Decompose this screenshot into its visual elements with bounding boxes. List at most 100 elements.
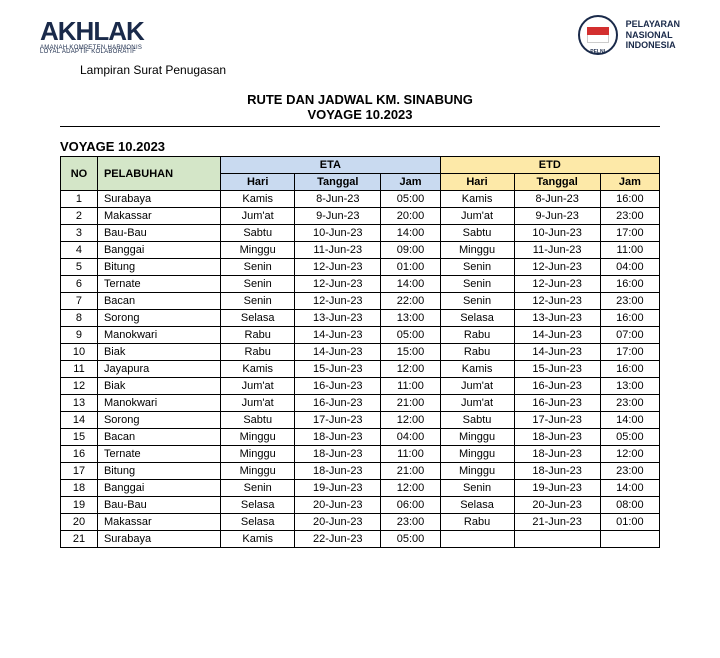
page-header: AKHLAK AMANAH KOMPETEN HARMONIS LOYAL AD… [20, 15, 700, 55]
title-line-1: RUTE DAN JADWAL KM. SINABUNG [20, 92, 700, 107]
cell-no: 14 [61, 412, 98, 429]
cell-etd-hari: Minggu [440, 429, 514, 446]
th-etd-hari: Hari [440, 174, 514, 191]
cell-no: 2 [61, 208, 98, 225]
cell-pelabuhan: Surabaya [97, 191, 220, 208]
cell-etd-hari: Kamis [440, 191, 514, 208]
cell-eta-tanggal: 20-Jun-23 [295, 497, 381, 514]
cell-etd-tanggal: 15-Jun-23 [514, 361, 600, 378]
cell-no: 13 [61, 395, 98, 412]
cell-etd-hari: Rabu [440, 514, 514, 531]
cell-eta-jam: 23:00 [381, 514, 440, 531]
cell-no: 4 [61, 242, 98, 259]
cell-no: 16 [61, 446, 98, 463]
table-row: 8SorongSelasa13-Jun-2313:00Selasa13-Jun-… [61, 310, 660, 327]
cell-etd-jam: 14:00 [600, 480, 659, 497]
cell-pelabuhan: Jayapura [97, 361, 220, 378]
cell-no: 3 [61, 225, 98, 242]
cell-pelabuhan: Ternate [97, 276, 220, 293]
table-row: 16TernateMinggu18-Jun-2311:00Minggu18-Ju… [61, 446, 660, 463]
table-row: 6TernateSenin12-Jun-2314:00Senin12-Jun-2… [61, 276, 660, 293]
cell-etd-jam: 17:00 [600, 344, 659, 361]
cell-etd-tanggal: 11-Jun-23 [514, 242, 600, 259]
cell-eta-hari: Selasa [221, 497, 295, 514]
cell-pelabuhan: Surabaya [97, 531, 220, 548]
cell-etd-hari: Sabtu [440, 412, 514, 429]
cell-etd-hari: Rabu [440, 344, 514, 361]
cell-pelabuhan: Manokwari [97, 395, 220, 412]
cell-etd-jam [600, 531, 659, 548]
cell-eta-jam: 05:00 [381, 191, 440, 208]
flag-icon [587, 27, 609, 43]
table-row: 4BanggaiMinggu11-Jun-2309:00Minggu11-Jun… [61, 242, 660, 259]
cell-eta-tanggal: 16-Jun-23 [295, 378, 381, 395]
logo-text: AKHLAK [40, 16, 144, 47]
cell-etd-tanggal: 8-Jun-23 [514, 191, 600, 208]
cell-eta-hari: Minggu [221, 242, 295, 259]
voyage-label: VOYAGE 10.2023 [60, 139, 700, 154]
cell-pelabuhan: Manokwari [97, 327, 220, 344]
cell-no: 8 [61, 310, 98, 327]
cell-etd-jam: 14:00 [600, 412, 659, 429]
cell-etd-jam: 17:00 [600, 225, 659, 242]
cell-eta-hari: Senin [221, 293, 295, 310]
table-row: 14SorongSabtu17-Jun-2312:00Sabtu17-Jun-2… [61, 412, 660, 429]
cell-etd-tanggal: 19-Jun-23 [514, 480, 600, 497]
cell-eta-jam: 01:00 [381, 259, 440, 276]
cell-eta-jam: 05:00 [381, 327, 440, 344]
cell-eta-tanggal: 14-Jun-23 [295, 327, 381, 344]
cell-etd-jam: 16:00 [600, 310, 659, 327]
company-line-1: PELAYARAN [626, 19, 680, 30]
company-line-2: NASIONAL [626, 30, 680, 41]
cell-pelabuhan: Biak [97, 344, 220, 361]
table-row: 1SurabayaKamis8-Jun-2305:00Kamis8-Jun-23… [61, 191, 660, 208]
cell-eta-jam: 13:00 [381, 310, 440, 327]
cell-etd-tanggal: 14-Jun-23 [514, 327, 600, 344]
cell-eta-tanggal: 12-Jun-23 [295, 293, 381, 310]
cell-etd-hari: Selasa [440, 497, 514, 514]
table-row: 10BiakRabu14-Jun-2315:00Rabu14-Jun-2317:… [61, 344, 660, 361]
cell-etd-hari: Senin [440, 276, 514, 293]
lampiran-text: Lampiran Surat Penugasan [80, 63, 700, 77]
cell-no: 6 [61, 276, 98, 293]
cell-etd-tanggal: 10-Jun-23 [514, 225, 600, 242]
cell-eta-jam: 22:00 [381, 293, 440, 310]
cell-eta-jam: 04:00 [381, 429, 440, 446]
cell-eta-jam: 11:00 [381, 378, 440, 395]
cell-eta-tanggal: 13-Jun-23 [295, 310, 381, 327]
cell-pelabuhan: Bacan [97, 293, 220, 310]
cell-etd-hari: Minggu [440, 242, 514, 259]
cell-pelabuhan: Makassar [97, 208, 220, 225]
table-row: 21SurabayaKamis22-Jun-2305:00 [61, 531, 660, 548]
cell-eta-hari: Jum'at [221, 395, 295, 412]
cell-eta-hari: Minggu [221, 429, 295, 446]
cell-no: 9 [61, 327, 98, 344]
cell-eta-tanggal: 18-Jun-23 [295, 463, 381, 480]
cell-eta-tanggal: 9-Jun-23 [295, 208, 381, 225]
cell-eta-jam: 21:00 [381, 463, 440, 480]
cell-eta-jam: 20:00 [381, 208, 440, 225]
cell-eta-jam: 12:00 [381, 361, 440, 378]
cell-etd-hari: Senin [440, 259, 514, 276]
th-eta: ETA [221, 157, 440, 174]
cell-etd-hari: Minggu [440, 463, 514, 480]
cell-eta-hari: Minggu [221, 463, 295, 480]
cell-etd-hari: Kamis [440, 361, 514, 378]
cell-etd-jam: 04:00 [600, 259, 659, 276]
cell-pelabuhan: Bitung [97, 463, 220, 480]
cell-eta-jam: 14:00 [381, 225, 440, 242]
logo-subtitle-2: LOYAL ADAPTIF KOLABORATIF [40, 49, 144, 55]
cell-pelabuhan: Makassar [97, 514, 220, 531]
table-row: 3Bau-BauSabtu10-Jun-2314:00Sabtu10-Jun-2… [61, 225, 660, 242]
company-line-3: INDONESIA [626, 40, 680, 51]
table-row: 2MakassarJum'at9-Jun-2320:00Jum'at9-Jun-… [61, 208, 660, 225]
cell-etd-hari: Rabu [440, 327, 514, 344]
cell-eta-jam: 06:00 [381, 497, 440, 514]
cell-etd-hari: Senin [440, 293, 514, 310]
cell-eta-hari: Senin [221, 259, 295, 276]
cell-no: 12 [61, 378, 98, 395]
th-etd-tanggal: Tanggal [514, 174, 600, 191]
cell-etd-jam: 01:00 [600, 514, 659, 531]
cell-etd-jam: 08:00 [600, 497, 659, 514]
cell-eta-tanggal: 22-Jun-23 [295, 531, 381, 548]
